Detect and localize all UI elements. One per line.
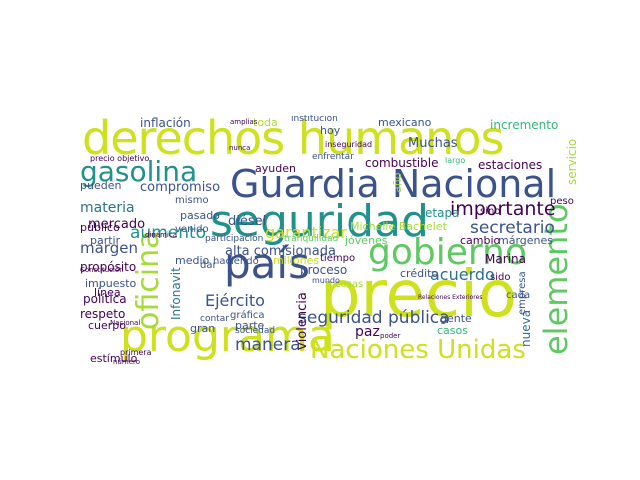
word: derechos humanos	[82, 115, 504, 165]
word: venido	[175, 224, 209, 235]
word: seguridad pública	[298, 308, 450, 328]
word: millones	[273, 254, 320, 267]
word: público	[80, 221, 120, 234]
word: empresa	[517, 271, 528, 315]
word: diésel	[228, 214, 267, 229]
word: compromiso	[140, 180, 221, 195]
word: mundo	[312, 276, 340, 285]
word: mismo	[175, 195, 209, 206]
word: paz	[355, 324, 380, 340]
word: sido	[490, 272, 511, 283]
word: haciendo	[213, 256, 259, 267]
word: estímulo	[90, 352, 138, 365]
word: violencia	[295, 292, 310, 350]
word: cosas	[335, 279, 364, 290]
word: proceso	[300, 263, 348, 277]
word: gobierno	[368, 232, 527, 273]
word: mercado	[88, 217, 146, 232]
word: país	[224, 239, 310, 288]
word: sociedad	[235, 326, 276, 336]
word: Constitución	[80, 266, 124, 274]
word: toda	[253, 116, 278, 129]
word: primera	[120, 348, 152, 357]
word: tiempo	[320, 253, 356, 264]
word: nueva	[519, 309, 533, 347]
word: inflación	[140, 116, 191, 130]
word: propósito	[80, 260, 137, 274]
word: margen	[80, 239, 138, 257]
word: contar	[200, 314, 229, 324]
word: año	[391, 172, 404, 193]
word: programa	[120, 311, 335, 362]
word: cambio	[460, 234, 501, 247]
word: largo	[445, 156, 466, 165]
word: participación	[205, 234, 264, 244]
word: gasolina	[80, 155, 198, 188]
word: Naciones Unidas	[310, 335, 526, 365]
word: estaciones	[478, 158, 543, 172]
word: Nacional	[110, 319, 141, 327]
word: pasado	[180, 209, 220, 222]
word: dar	[200, 260, 217, 271]
word: ayuden	[255, 162, 296, 175]
word: materia	[80, 200, 135, 216]
word: mexicano	[378, 116, 432, 129]
word: Michelle Bachelet	[350, 220, 447, 233]
word: sino	[480, 206, 501, 217]
word: oficina	[131, 230, 166, 330]
word: número	[113, 358, 141, 366]
word: secretario	[470, 218, 555, 238]
word: seguridad	[210, 196, 429, 247]
word: Muchas	[408, 136, 458, 151]
word: precio	[320, 258, 518, 332]
word: enfrentar	[312, 152, 354, 162]
word: hoy	[320, 124, 341, 137]
word: dinámica	[145, 231, 178, 239]
word: respeto	[80, 307, 126, 321]
word: precio objetivo	[90, 154, 150, 163]
word: alta comisionada	[225, 244, 336, 259]
word: medio	[175, 254, 210, 267]
word: amplias	[230, 118, 258, 126]
word: partir	[90, 234, 121, 247]
word: institución	[291, 115, 338, 124]
word: importante	[450, 198, 556, 220]
word-cloud: derechos humanos Guardia Nacional precio…	[80, 115, 590, 370]
word: aumento	[130, 223, 207, 243]
word: incremento	[490, 118, 559, 132]
word: peso	[550, 196, 574, 207]
word: cada	[506, 290, 531, 301]
word: etapa	[425, 206, 460, 220]
word: manera	[235, 335, 301, 355]
word: Relaciones Exteriores	[418, 294, 483, 301]
word: gente	[440, 312, 472, 325]
word: política	[83, 292, 127, 306]
word: servicio	[565, 138, 579, 185]
word: inseguridad	[325, 140, 373, 149]
word: garantizar	[265, 223, 347, 242]
word: gráfica	[230, 310, 265, 321]
word: casos	[437, 324, 468, 337]
word: combustible	[365, 156, 439, 170]
word: cuerpo	[88, 319, 127, 332]
word: Guardia Nacional	[230, 162, 557, 206]
word: Infonavit	[169, 267, 183, 320]
word: crédito	[400, 267, 439, 280]
word: jóvenes	[345, 234, 388, 247]
word: Marina	[485, 252, 526, 266]
word: márgenes	[498, 234, 554, 247]
word: gran	[190, 322, 216, 335]
word: línea	[94, 286, 121, 299]
word: poder	[380, 332, 401, 340]
word: pueden	[80, 179, 122, 192]
word: tranquilidad	[284, 234, 339, 244]
word: acuerdo	[430, 265, 495, 284]
word: impuesto	[85, 277, 137, 290]
word: Ejército	[205, 291, 265, 310]
word: nunca	[229, 144, 251, 152]
word: parte	[235, 319, 265, 332]
